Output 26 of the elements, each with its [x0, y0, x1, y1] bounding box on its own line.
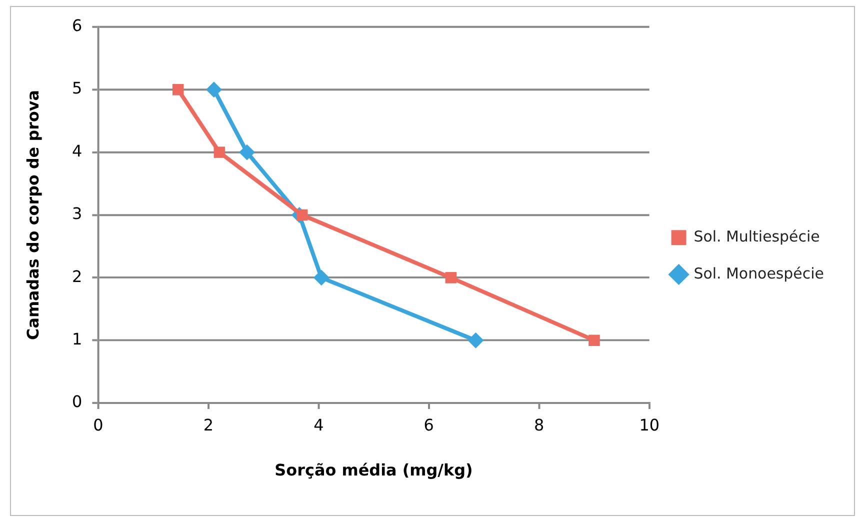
- point: [172, 84, 184, 96]
- point: [468, 332, 484, 348]
- point: [239, 144, 255, 160]
- y-axis-title: Camadas do corpo de prova: [24, 90, 43, 340]
- point: [313, 270, 330, 286]
- y-tick-label: 6: [72, 16, 82, 36]
- point: [214, 146, 226, 158]
- point: [588, 334, 600, 346]
- point: [206, 82, 222, 98]
- x-tick-label: 8: [534, 416, 544, 435]
- x-tick-label: 10: [639, 416, 660, 435]
- y-tick-label: 0: [72, 392, 82, 412]
- x-tick-label: 6: [424, 416, 434, 435]
- x-axis-title: Sorção média (mg/kg): [274, 460, 473, 480]
- x-tick-label: 4: [314, 416, 324, 435]
- legend-label: Sol. Multiespécie: [694, 227, 820, 246]
- y-tick-label: 2: [72, 266, 82, 286]
- x-tick-label: 0: [93, 416, 104, 435]
- y-tick-label: 1: [72, 330, 82, 348]
- point: [296, 209, 308, 221]
- legend-label: Sol. Monoespécie: [694, 264, 824, 282]
- x-tick-label: 2: [203, 416, 214, 435]
- point: [445, 272, 457, 284]
- y-tick-label: 5: [72, 78, 82, 98]
- y-tick-label: 3: [72, 204, 82, 224]
- y-tick-label: 4: [72, 141, 82, 160]
